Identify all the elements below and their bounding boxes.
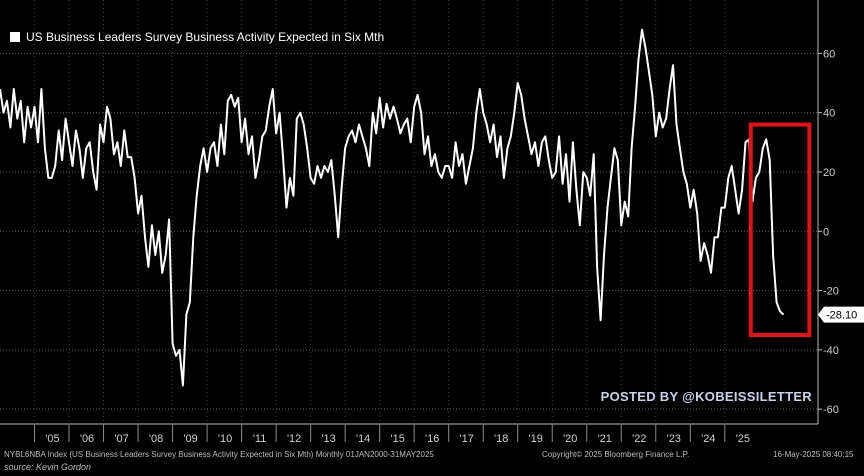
legend: US Business Leaders Survey Business Acti… <box>10 30 384 44</box>
watermark-text: POSTED BY @KOBEISSILETTER <box>600 389 812 404</box>
x-tick-label: '15 <box>390 433 404 445</box>
series-line-0 <box>0 28 785 387</box>
x-tick-label: '24 <box>701 433 715 445</box>
y-tick-label: -40 <box>823 345 839 357</box>
x-tick-label: '23 <box>667 433 681 445</box>
x-tick-label: '07 <box>114 433 128 445</box>
x-tick-label: '06 <box>80 433 94 445</box>
x-tick-label: '12 <box>287 433 301 445</box>
footer-timestamp: 16-May-2025 08:40:15 <box>773 450 854 459</box>
x-tick-label: '21 <box>598 433 612 445</box>
y-tick-label: 40 <box>823 108 835 120</box>
last-value-tag-bg <box>818 306 864 323</box>
last-value-label: -28.10 <box>826 310 857 322</box>
y-tick-label: -20 <box>823 286 839 298</box>
x-tick-label: '10 <box>218 433 232 445</box>
axes: 60 40 20 0 -20 -40 -60 '05 '06 '07 '08 '09 '10 '11 '12… <box>0 0 839 445</box>
highlight-box-layer: -28.10 <box>748 122 864 338</box>
x-tick-label: '25 <box>736 433 750 445</box>
y-tick-label: 20 <box>823 167 835 179</box>
x-tick-label: '22 <box>632 433 646 445</box>
x-tick-label: '17 <box>460 433 474 445</box>
y-tick-label: 60 <box>823 48 835 60</box>
x-tick-label: '19 <box>529 433 543 445</box>
x-tick-label: '14 <box>356 433 370 445</box>
last-value-tag: -28.10 <box>818 306 864 323</box>
x-tick-label: '05 <box>45 433 59 445</box>
chart-title: US Business Leaders Survey Business Acti… <box>26 30 385 44</box>
footer-source: source: Kevin Gordon <box>4 462 92 472</box>
footer-index-line: NYBL6NBA Index (US Business Leaders Surv… <box>4 450 434 459</box>
x-tick-label: '08 <box>149 433 163 445</box>
footer-copyright: Copyright© 2025 Bloomberg Finance L.P. <box>542 450 690 459</box>
x-tick-label: '16 <box>425 433 439 445</box>
x-tick-label: '13 <box>321 433 335 445</box>
grid-lines <box>0 0 818 424</box>
x-tick-label: '09 <box>183 433 197 445</box>
series-layer <box>0 28 785 387</box>
x-tick-label: '20 <box>563 433 577 445</box>
y-tick-label: -60 <box>823 404 839 416</box>
x-tick-label: '18 <box>494 433 508 445</box>
x-tick-label: '11 <box>253 433 267 445</box>
legend-swatch <box>10 32 20 42</box>
highlight-box <box>748 122 812 338</box>
y-tick-label: 0 <box>823 226 829 238</box>
